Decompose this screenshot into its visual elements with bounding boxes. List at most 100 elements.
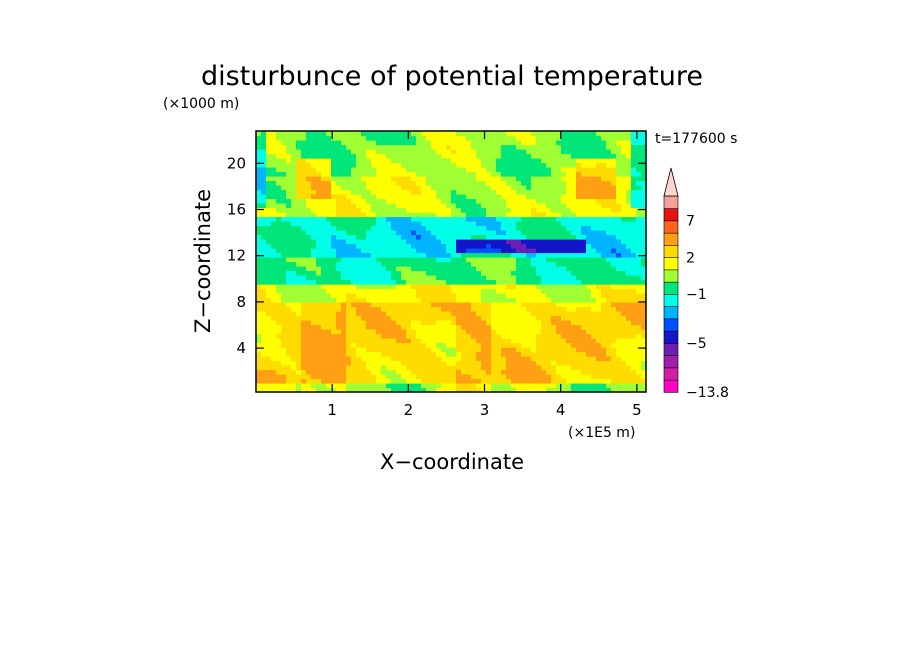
contour-cell bbox=[526, 387, 532, 392]
contour-cell bbox=[381, 243, 387, 249]
contour-cell bbox=[461, 248, 467, 254]
contour-cell bbox=[496, 347, 502, 353]
contour-cell bbox=[556, 297, 562, 303]
contour-cell bbox=[351, 320, 357, 326]
contour-cell bbox=[291, 387, 297, 392]
contour-cell bbox=[341, 284, 347, 290]
contour-cell bbox=[511, 261, 517, 267]
contour-cell bbox=[401, 351, 407, 357]
contour-cell bbox=[376, 324, 382, 330]
contour-cell bbox=[401, 356, 407, 362]
contour-cell bbox=[266, 311, 272, 317]
contour-cell bbox=[621, 234, 627, 240]
contour-cell bbox=[391, 216, 397, 222]
contour-cell bbox=[496, 279, 502, 285]
contour-cell bbox=[381, 171, 387, 177]
contour-cell bbox=[466, 378, 472, 384]
contour-cell bbox=[636, 387, 642, 392]
contour-cell bbox=[601, 374, 607, 380]
contour-cell bbox=[261, 257, 267, 263]
contour-cell bbox=[316, 248, 322, 254]
contour-cell bbox=[331, 329, 337, 335]
contour-cell bbox=[451, 293, 457, 299]
contour-cell bbox=[626, 189, 632, 195]
contour-cell bbox=[601, 369, 607, 375]
contour-cell bbox=[451, 257, 457, 263]
contour-cell bbox=[261, 306, 267, 312]
contour-cell bbox=[546, 369, 552, 375]
contour-cell bbox=[506, 351, 512, 357]
contour-cell bbox=[336, 171, 342, 177]
contour-cell bbox=[541, 261, 547, 267]
contour-cell bbox=[366, 266, 372, 272]
contour-cell bbox=[601, 365, 607, 371]
contour-cell bbox=[406, 216, 412, 222]
contour-cell bbox=[321, 167, 327, 173]
contour-cell bbox=[476, 338, 482, 344]
contour-cell bbox=[386, 230, 392, 236]
contour-cell bbox=[521, 338, 527, 344]
contour-cell bbox=[501, 347, 507, 353]
contour-cell bbox=[586, 216, 592, 222]
contour-cell bbox=[361, 207, 367, 213]
contour-cell bbox=[436, 185, 442, 191]
contour-cell bbox=[256, 135, 262, 141]
contour-cell bbox=[551, 374, 557, 380]
contour-cell bbox=[301, 239, 307, 245]
contour-cell bbox=[531, 131, 537, 137]
contour-cell bbox=[561, 194, 567, 200]
contour-cell bbox=[466, 284, 472, 290]
contour-cell bbox=[481, 252, 487, 258]
contour-cell bbox=[556, 279, 562, 285]
contour-cell bbox=[536, 189, 542, 195]
contour-cell bbox=[476, 306, 482, 312]
contour-cell bbox=[316, 140, 322, 146]
contour-cell bbox=[441, 261, 447, 267]
contour-cell bbox=[536, 320, 542, 326]
contour-cell bbox=[521, 302, 527, 308]
contour-cell bbox=[461, 221, 467, 227]
contour-cell bbox=[601, 342, 607, 348]
contour-cell bbox=[541, 275, 547, 281]
contour-cell bbox=[341, 230, 347, 236]
contour-cell bbox=[266, 306, 272, 312]
contour-cell bbox=[281, 171, 287, 177]
contour-cell bbox=[391, 225, 397, 231]
contour-cell bbox=[486, 378, 492, 384]
contour-cell bbox=[636, 153, 642, 159]
contour-cell bbox=[631, 216, 637, 222]
contour-cell bbox=[606, 365, 612, 371]
contour-cell bbox=[301, 149, 307, 155]
contour-cell bbox=[406, 279, 412, 285]
contour-cell bbox=[571, 351, 577, 357]
contour-cell bbox=[421, 198, 427, 204]
contour-cell bbox=[581, 149, 587, 155]
contour-cell bbox=[481, 131, 487, 137]
contour-cell bbox=[426, 387, 432, 392]
contour-cell bbox=[536, 324, 542, 330]
contour-cell bbox=[506, 302, 512, 308]
contour-cell bbox=[471, 342, 477, 348]
contour-cell bbox=[431, 239, 437, 245]
contour-cell bbox=[516, 144, 522, 150]
contour-cell bbox=[566, 257, 572, 263]
contour-cell bbox=[366, 338, 372, 344]
contour-cell bbox=[471, 365, 477, 371]
contour-cell bbox=[411, 158, 417, 164]
contour-cell bbox=[331, 212, 337, 218]
contour-cell bbox=[561, 216, 567, 222]
contour-cell bbox=[516, 185, 522, 191]
contour-cell bbox=[536, 387, 542, 392]
contour-cell bbox=[591, 347, 597, 353]
contour-cell bbox=[256, 158, 262, 164]
contour-cell bbox=[436, 248, 442, 254]
chart-title: disturbunce of potential temperature bbox=[201, 61, 703, 92]
contour-cell bbox=[381, 248, 387, 254]
contour-cell bbox=[446, 203, 452, 209]
contour-cell bbox=[566, 176, 572, 182]
contour-cell bbox=[566, 284, 572, 290]
contour-cell bbox=[396, 324, 402, 330]
contour-cell bbox=[641, 302, 646, 308]
contour-cell bbox=[596, 293, 602, 299]
contour-cell bbox=[456, 374, 462, 380]
